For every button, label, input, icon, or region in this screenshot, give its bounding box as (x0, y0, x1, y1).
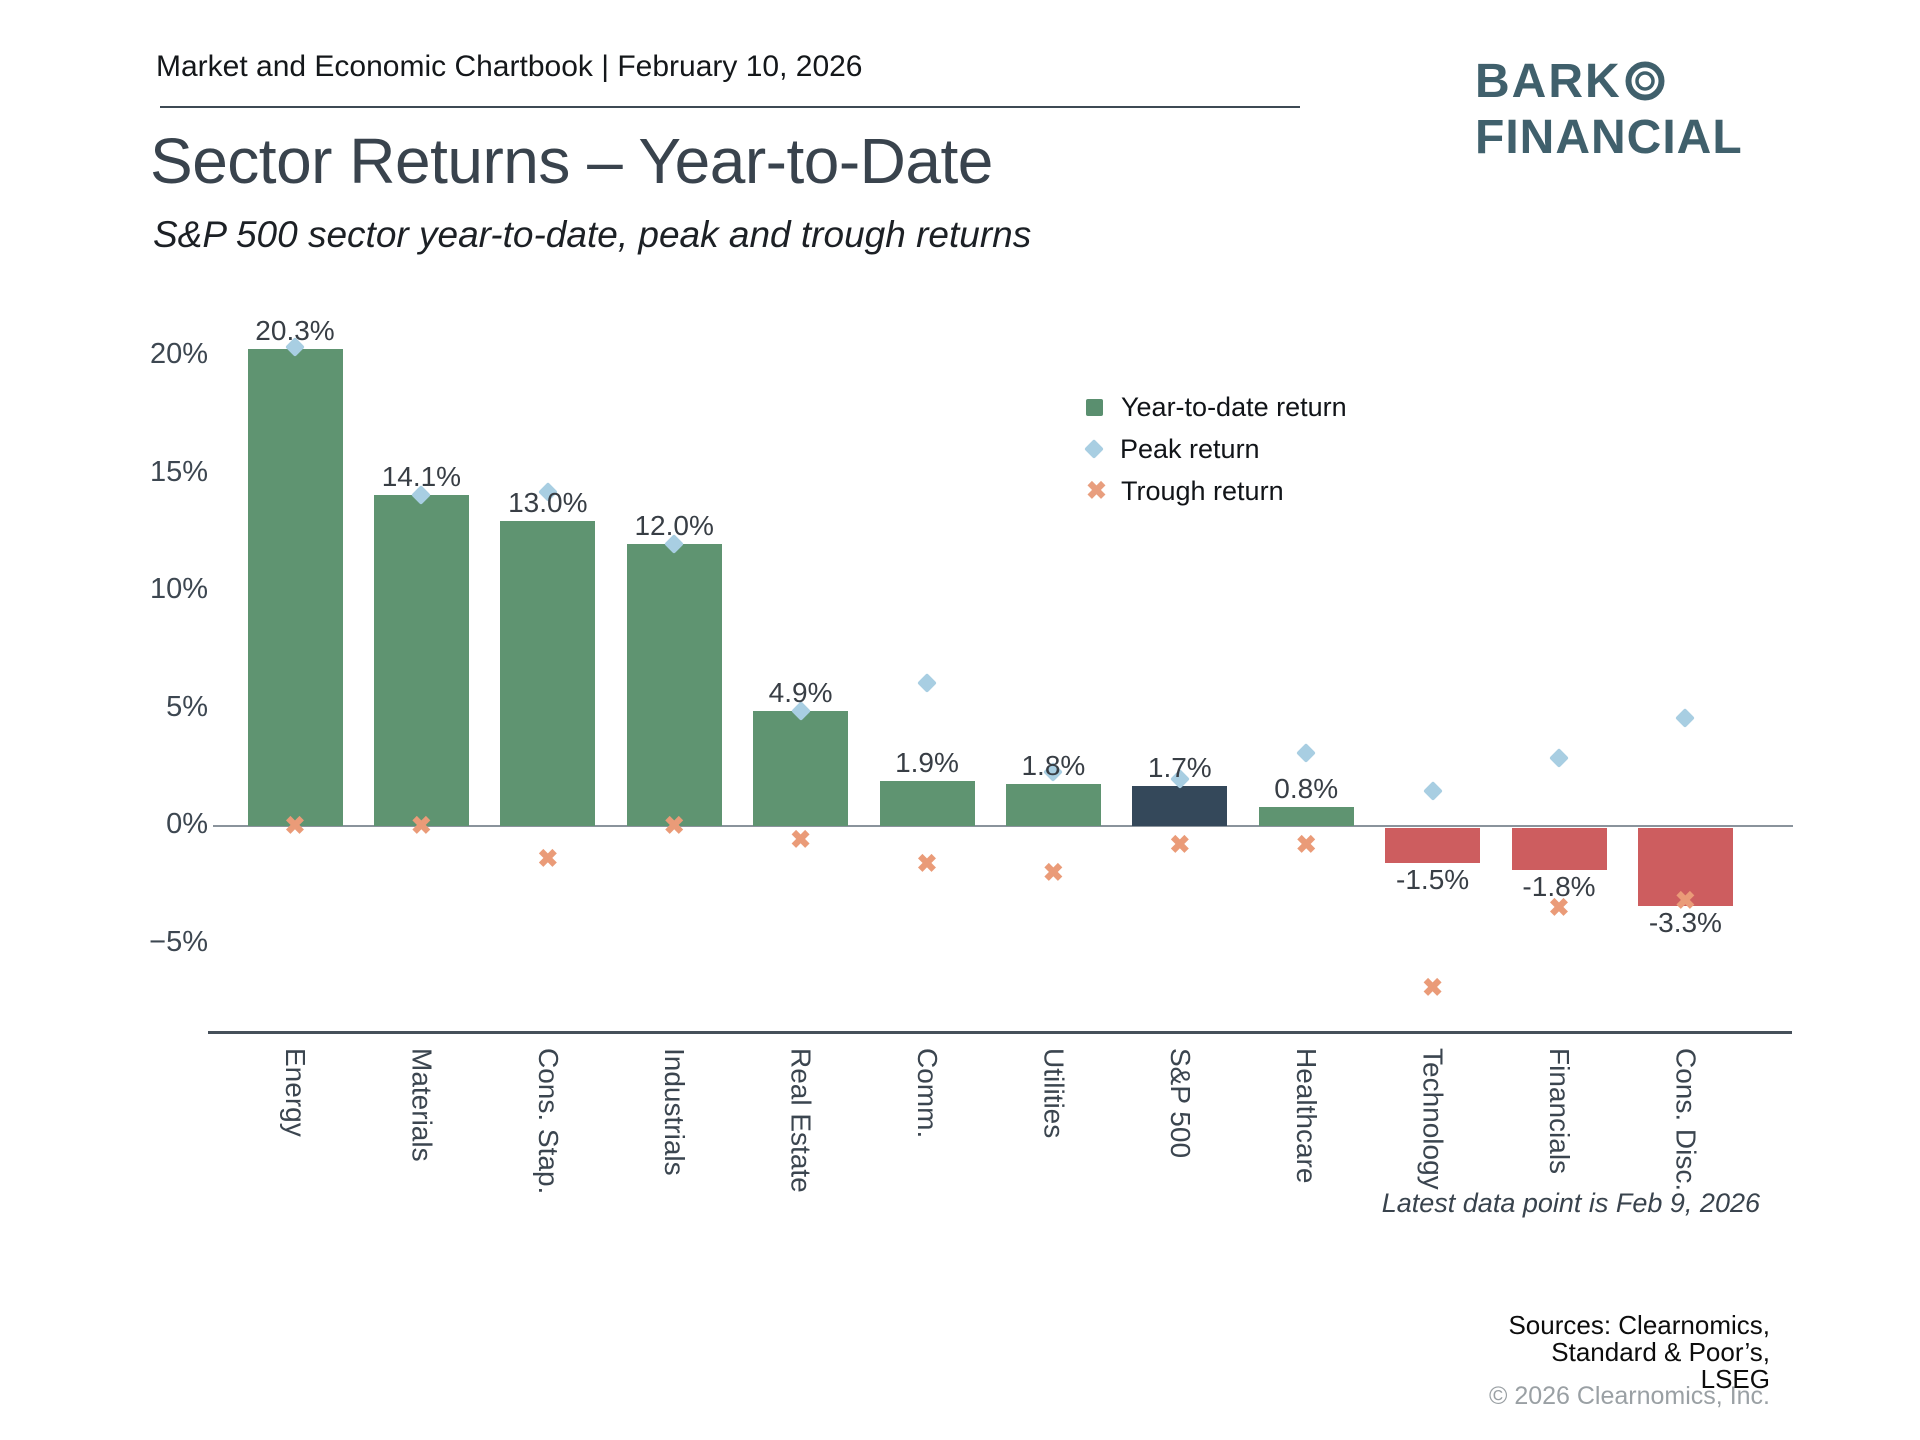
trough-marker-financials: ✖ (1548, 894, 1570, 923)
x-axis-label-utilities: Utilities (1038, 1048, 1070, 1139)
trough-marker-s-p-500: ✖ (1169, 830, 1191, 859)
peak-marker-comm (917, 672, 937, 693)
x-axis-label-s-p-500: S&P 500 (1164, 1048, 1196, 1159)
chartbook-header: Market and Economic Chartbook | February… (156, 50, 863, 83)
bar-value-label-real-estate: 4.9% (768, 676, 833, 708)
bar-value-label-energy: 20.3% (255, 314, 335, 346)
bar-industrials (626, 544, 722, 826)
bar-value-label-cons-disc: -3.3% (1648, 906, 1722, 938)
trough-marker-utilities: ✖ (1042, 859, 1064, 887)
header-divider (160, 106, 1300, 108)
sources-line: Sources: Clearnomics, (1508, 1310, 1770, 1340)
legend-label: Peak return (1120, 433, 1260, 464)
trough-marker-cons-disc: ✖ (1674, 887, 1696, 916)
x-axis-label-energy: Energy (280, 1048, 311, 1137)
peak-diamond-icon (1084, 439, 1104, 459)
trough-marker-energy: ✖ (284, 812, 306, 840)
x-axis-label-industrials: Industrials (659, 1048, 691, 1176)
latest-data-footnote: Latest data point is Feb 9, 2026 (1381, 1188, 1760, 1218)
x-axis-label-financials: Financials (1544, 1048, 1575, 1175)
y-tick-label: 20% (149, 338, 208, 370)
trough-marker-industrials: ✖ (663, 812, 685, 840)
bar-s-p-500 (1132, 786, 1228, 826)
x-axis-label-cons-stap: Cons. Stap. (532, 1048, 564, 1195)
bar-value-label-comm: 1.9% (895, 747, 959, 779)
trough-marker-technology: ✖ (1422, 974, 1444, 1003)
y-tick-label: 15% (149, 455, 208, 488)
bar-materials (373, 494, 469, 826)
ytd-square-icon (1086, 398, 1103, 416)
trough-marker-healthcare: ✖ (1295, 830, 1317, 859)
bar-value-label-healthcare: 0.8% (1274, 773, 1339, 805)
x-axis-label-comm: Comm. (912, 1048, 943, 1139)
legend-item-peak: Peak return (1084, 428, 1347, 470)
bar-technology (1385, 828, 1481, 864)
peak-marker-technology (1422, 780, 1443, 801)
brand-logo: BARK FINANCIAL (1475, 58, 1743, 162)
peak-marker-healthcare (1296, 743, 1317, 764)
sources-line: LSEG (1700, 1364, 1770, 1394)
double-ring-circle-icon (1624, 60, 1666, 106)
legend-label: Trough return (1121, 475, 1284, 506)
trough-marker-real-estate: ✖ (790, 826, 812, 855)
copyright-line: © 2026 Clearnomics, Inc. (1488, 1382, 1770, 1410)
peak-marker-cons-disc (1675, 707, 1696, 728)
bar-energy (247, 348, 343, 826)
bar-value-label-technology: -1.5% (1396, 864, 1470, 896)
bar-healthcare (1258, 807, 1354, 826)
category-axis-line (208, 1031, 1792, 1034)
logo-text-financial: FINANCIAL (1475, 111, 1743, 164)
x-axis-label-cons-disc: Cons. Disc. (1670, 1048, 1702, 1192)
zero-axis-line (213, 825, 1793, 827)
bar-financials (1511, 828, 1607, 871)
bar-cons-stap (500, 520, 596, 826)
chart-legend: Year-to-date return Peak return ✖ Trough… (1084, 386, 1347, 512)
bar-value-label-industrials: 12.0% (634, 510, 714, 541)
y-tick-label: 5% (166, 690, 208, 723)
bar-utilities (1005, 783, 1101, 826)
legend-item-trough: ✖ Trough return (1086, 470, 1347, 512)
legend-item-ytd: Year-to-date return (1086, 386, 1347, 428)
trough-marker-comm: ✖ (916, 849, 938, 878)
x-axis-label-real-estate: Real Estate (785, 1048, 817, 1193)
y-tick-label: 10% (149, 573, 208, 605)
trough-x-icon: ✖ (1086, 476, 1107, 505)
bar-real-estate (753, 710, 849, 826)
sources-block: Sources: Clearnomics, Standard & Poor’s,… (1508, 1312, 1770, 1393)
trough-marker-cons-stap: ✖ (537, 844, 559, 873)
bar-value-label-materials: 14.1% (381, 460, 462, 492)
logo-text-bark: BARK (1475, 55, 1622, 108)
page-title: Sector Returns – Year-to-Date (150, 125, 993, 197)
y-tick-label: −5% (149, 925, 208, 958)
peak-marker-financials (1549, 747, 1569, 768)
bar-value-label-s-p-500: 1.7% (1147, 752, 1212, 784)
bar-value-label-utilities: 1.8% (1021, 749, 1086, 781)
x-axis-label-technology: Technology (1417, 1048, 1449, 1190)
sources-line: Standard & Poor’s, (1551, 1337, 1770, 1367)
bar-comm (879, 781, 975, 826)
trough-marker-materials: ✖ (410, 812, 432, 840)
x-axis-label-materials: Materials (406, 1048, 438, 1162)
bar-cons-disc (1637, 828, 1733, 906)
y-tick-label: 0% (166, 808, 208, 840)
legend-label: Year-to-date return (1121, 391, 1347, 422)
x-axis-label-healthcare: Healthcare (1291, 1048, 1323, 1184)
bar-value-label-cons-stap: 13.0% (508, 486, 588, 518)
bar-value-label-financials: -1.8% (1522, 871, 1596, 903)
page-subtitle: S&P 500 sector year-to-date, peak and tr… (153, 214, 1032, 255)
